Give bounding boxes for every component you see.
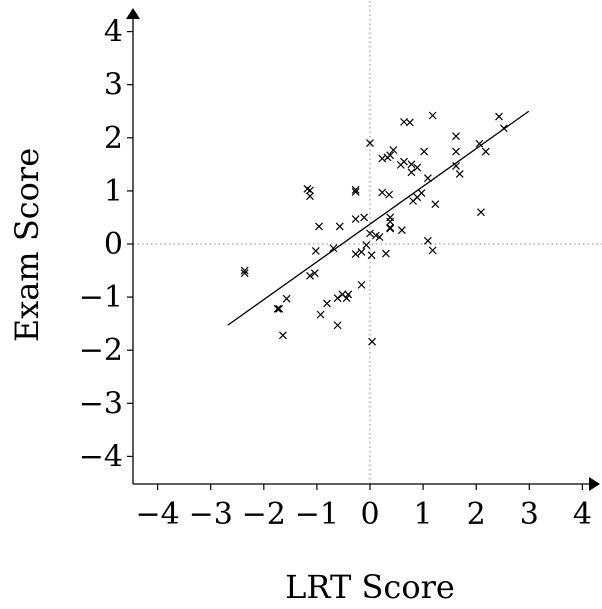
data-point	[335, 222, 344, 231]
y-tick-labels: −4 −3 −2 −1 0 1 2 3 4	[79, 15, 123, 475]
data-point	[360, 213, 369, 222]
regression-line	[227, 110, 530, 326]
data-point	[413, 163, 422, 172]
zero-lines	[133, 1, 602, 484]
tick-marks	[127, 31, 584, 490]
data-point	[452, 162, 460, 170]
data-point	[495, 112, 503, 121]
data-point	[310, 269, 319, 278]
data-point	[357, 248, 366, 256]
data-point	[431, 200, 440, 209]
data-point	[386, 223, 395, 232]
data-point	[499, 124, 508, 133]
data-point	[378, 188, 387, 197]
data-point	[386, 151, 395, 160]
data-point	[333, 294, 342, 303]
data-point	[407, 168, 416, 177]
data-point	[240, 266, 249, 275]
data-point	[323, 299, 331, 308]
data-points	[240, 111, 508, 346]
axes	[126, 8, 600, 491]
data-point	[275, 304, 284, 313]
data-point	[477, 208, 485, 217]
data-point	[389, 146, 398, 154]
x-tick-label: 0	[360, 497, 379, 532]
y-tick-label: −4	[79, 439, 123, 474]
y-axis-title: Exam Score	[8, 148, 46, 342]
data-point	[351, 215, 360, 223]
data-point	[357, 280, 366, 289]
y-tick-label: 2	[104, 121, 123, 156]
data-point	[351, 250, 360, 259]
data-point	[306, 186, 314, 195]
data-point	[306, 192, 314, 201]
y-tick-label: 4	[104, 15, 123, 50]
data-point	[481, 147, 490, 156]
x-tick-label: −1	[295, 497, 339, 532]
data-point	[240, 269, 249, 278]
x-axis-arrow	[589, 477, 600, 491]
x-tick-label: −3	[189, 497, 233, 532]
x-tick-labels: −4 −3 −2 −1 0 1 2 3 4	[135, 497, 591, 532]
data-point	[351, 185, 360, 194]
x-tick-label: 2	[467, 497, 486, 532]
data-point	[315, 222, 323, 231]
regression-line-group	[227, 110, 530, 326]
data-point	[452, 147, 460, 156]
data-point	[344, 290, 353, 299]
data-point	[386, 217, 395, 226]
data-point	[428, 111, 437, 120]
data-point	[382, 249, 390, 258]
data-point	[423, 236, 432, 245]
data-point	[455, 169, 464, 178]
data-point	[351, 188, 360, 196]
data-point	[420, 147, 429, 156]
data-point	[405, 118, 414, 127]
data-point	[278, 331, 287, 340]
data-point	[375, 233, 384, 242]
data-point	[423, 174, 432, 183]
data-point	[282, 294, 291, 303]
data-point	[475, 139, 484, 148]
data-point	[367, 251, 376, 260]
y-tick-label: 3	[104, 68, 123, 103]
x-tick-label: −4	[135, 497, 179, 532]
x-tick-label: 4	[573, 497, 592, 532]
data-point	[385, 190, 394, 199]
data-point	[397, 226, 406, 235]
data-point	[362, 241, 371, 249]
data-point	[400, 157, 408, 166]
data-point	[417, 189, 426, 197]
x-axis-title: LRT Score	[285, 568, 455, 606]
y-tick-label: 1	[104, 174, 123, 209]
x-tick-label: −2	[242, 497, 286, 532]
data-point	[316, 310, 325, 319]
data-point	[407, 160, 416, 169]
data-point	[452, 132, 460, 141]
data-point	[386, 224, 395, 233]
data-point	[366, 139, 374, 148]
y-tick-label: 0	[104, 227, 123, 262]
x-tick-label: 1	[414, 497, 433, 532]
data-point	[366, 229, 374, 238]
x-tick-label: 3	[520, 497, 539, 532]
data-point	[329, 244, 338, 253]
data-point	[273, 304, 282, 313]
data-point	[428, 246, 437, 255]
y-axis-arrow	[126, 8, 140, 19]
data-point	[306, 271, 314, 280]
y-tick-label: −1	[79, 280, 123, 315]
y-tick-label: −3	[79, 386, 123, 421]
data-point	[311, 246, 320, 255]
y-tick-label: −2	[79, 333, 123, 368]
data-point	[368, 337, 377, 346]
data-point	[333, 321, 342, 330]
